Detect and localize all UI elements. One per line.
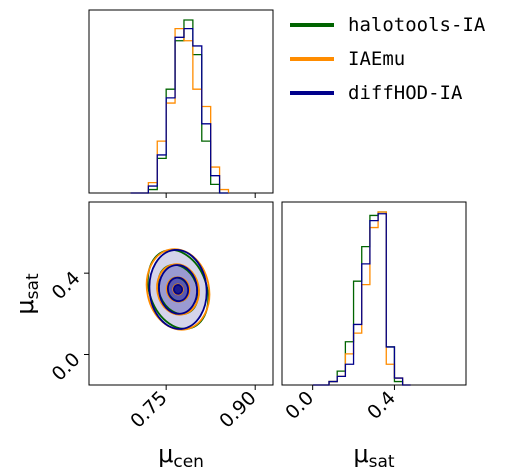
x-axis-label-mu-cen: μcen	[158, 440, 204, 472]
x-axis-mu-sat-tick-label: 0.4	[363, 387, 400, 424]
contour-line-diffHOD-IA-2	[158, 264, 198, 315]
legend-item-diffhod: diffHOD-IA	[290, 76, 485, 110]
y-axis-label-mu-sat: μsat	[11, 273, 43, 315]
contour-line-diffHOD-IA-4	[172, 284, 184, 295]
x-axis-mu-cen-tick-label: 0.90	[215, 387, 260, 432]
contour-line-IAEmu-2	[156, 263, 200, 316]
legend-label: IAEmu	[348, 48, 406, 70]
legend-swatch	[290, 23, 334, 27]
legend-swatch	[290, 57, 334, 61]
joint-contours	[145, 248, 211, 331]
contour-line-diffHOD-IA-3	[167, 276, 190, 303]
legend-item-iaemu: IAEmu	[290, 42, 485, 76]
y-axis-mu-sat-tick-label: 0.4	[48, 267, 85, 304]
legend: halotools-IA IAEmu diffHOD-IA	[290, 8, 485, 110]
contour-fill-level-4	[173, 284, 183, 294]
x-axis-mu-sat-tick-label: 0.0	[281, 387, 318, 424]
x-axis-mu-cen-tick-label: 0.75	[126, 387, 171, 432]
mu-cen-histograms	[130, 19, 230, 194]
histogram-mu-sat-diffHOD-IA	[312, 213, 411, 386]
x-axis-label-mu-sat: μsat	[353, 440, 395, 472]
legend-item-halotools: halotools-IA	[290, 8, 485, 42]
y-axis-mu-sat-tick-label: 0.0	[48, 348, 85, 385]
mu-sat-histogram-panel	[281, 201, 467, 386]
contour-line-IAEmu-1	[145, 248, 211, 331]
contour-line-diffHOD-IA-1	[148, 248, 208, 330]
histogram-mu-cen-diffHOD-IA	[130, 28, 229, 194]
mu-sat-histograms	[312, 211, 411, 386]
legend-label: halotools-IA	[348, 14, 486, 36]
legend-label: diffHOD-IA	[348, 82, 463, 104]
legend-swatch	[290, 91, 334, 95]
